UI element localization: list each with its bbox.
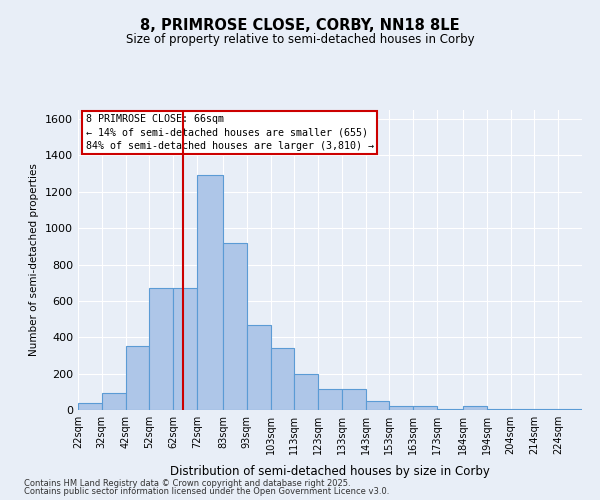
Bar [247,324,271,410]
Bar [295,374,318,410]
Text: Size of property relative to semi-detached houses in Corby: Size of property relative to semi-detach… [125,32,475,46]
Bar [558,409,582,410]
Bar [389,406,413,410]
Bar [487,409,511,410]
Bar [102,392,125,410]
Bar [342,389,365,410]
Bar [511,409,535,410]
Bar [365,401,389,410]
Text: Contains HM Land Registry data © Crown copyright and database right 2025.: Contains HM Land Registry data © Crown c… [24,478,350,488]
Bar [318,389,342,410]
Y-axis label: Number of semi-detached properties: Number of semi-detached properties [29,164,40,356]
Bar [437,409,463,410]
Bar [197,176,223,410]
Bar [78,402,102,410]
Bar [149,288,173,410]
Bar [173,288,197,410]
Bar [223,242,247,410]
Bar [413,406,437,410]
Bar [125,346,149,410]
Bar [535,409,558,410]
X-axis label: Distribution of semi-detached houses by size in Corby: Distribution of semi-detached houses by … [170,466,490,478]
Text: Contains public sector information licensed under the Open Government Licence v3: Contains public sector information licen… [24,487,389,496]
Text: 8 PRIMROSE CLOSE: 66sqm
← 14% of semi-detached houses are smaller (655)
84% of s: 8 PRIMROSE CLOSE: 66sqm ← 14% of semi-de… [86,114,374,151]
Bar [463,406,487,410]
Text: 8, PRIMROSE CLOSE, CORBY, NN18 8LE: 8, PRIMROSE CLOSE, CORBY, NN18 8LE [140,18,460,32]
Bar [271,348,295,410]
